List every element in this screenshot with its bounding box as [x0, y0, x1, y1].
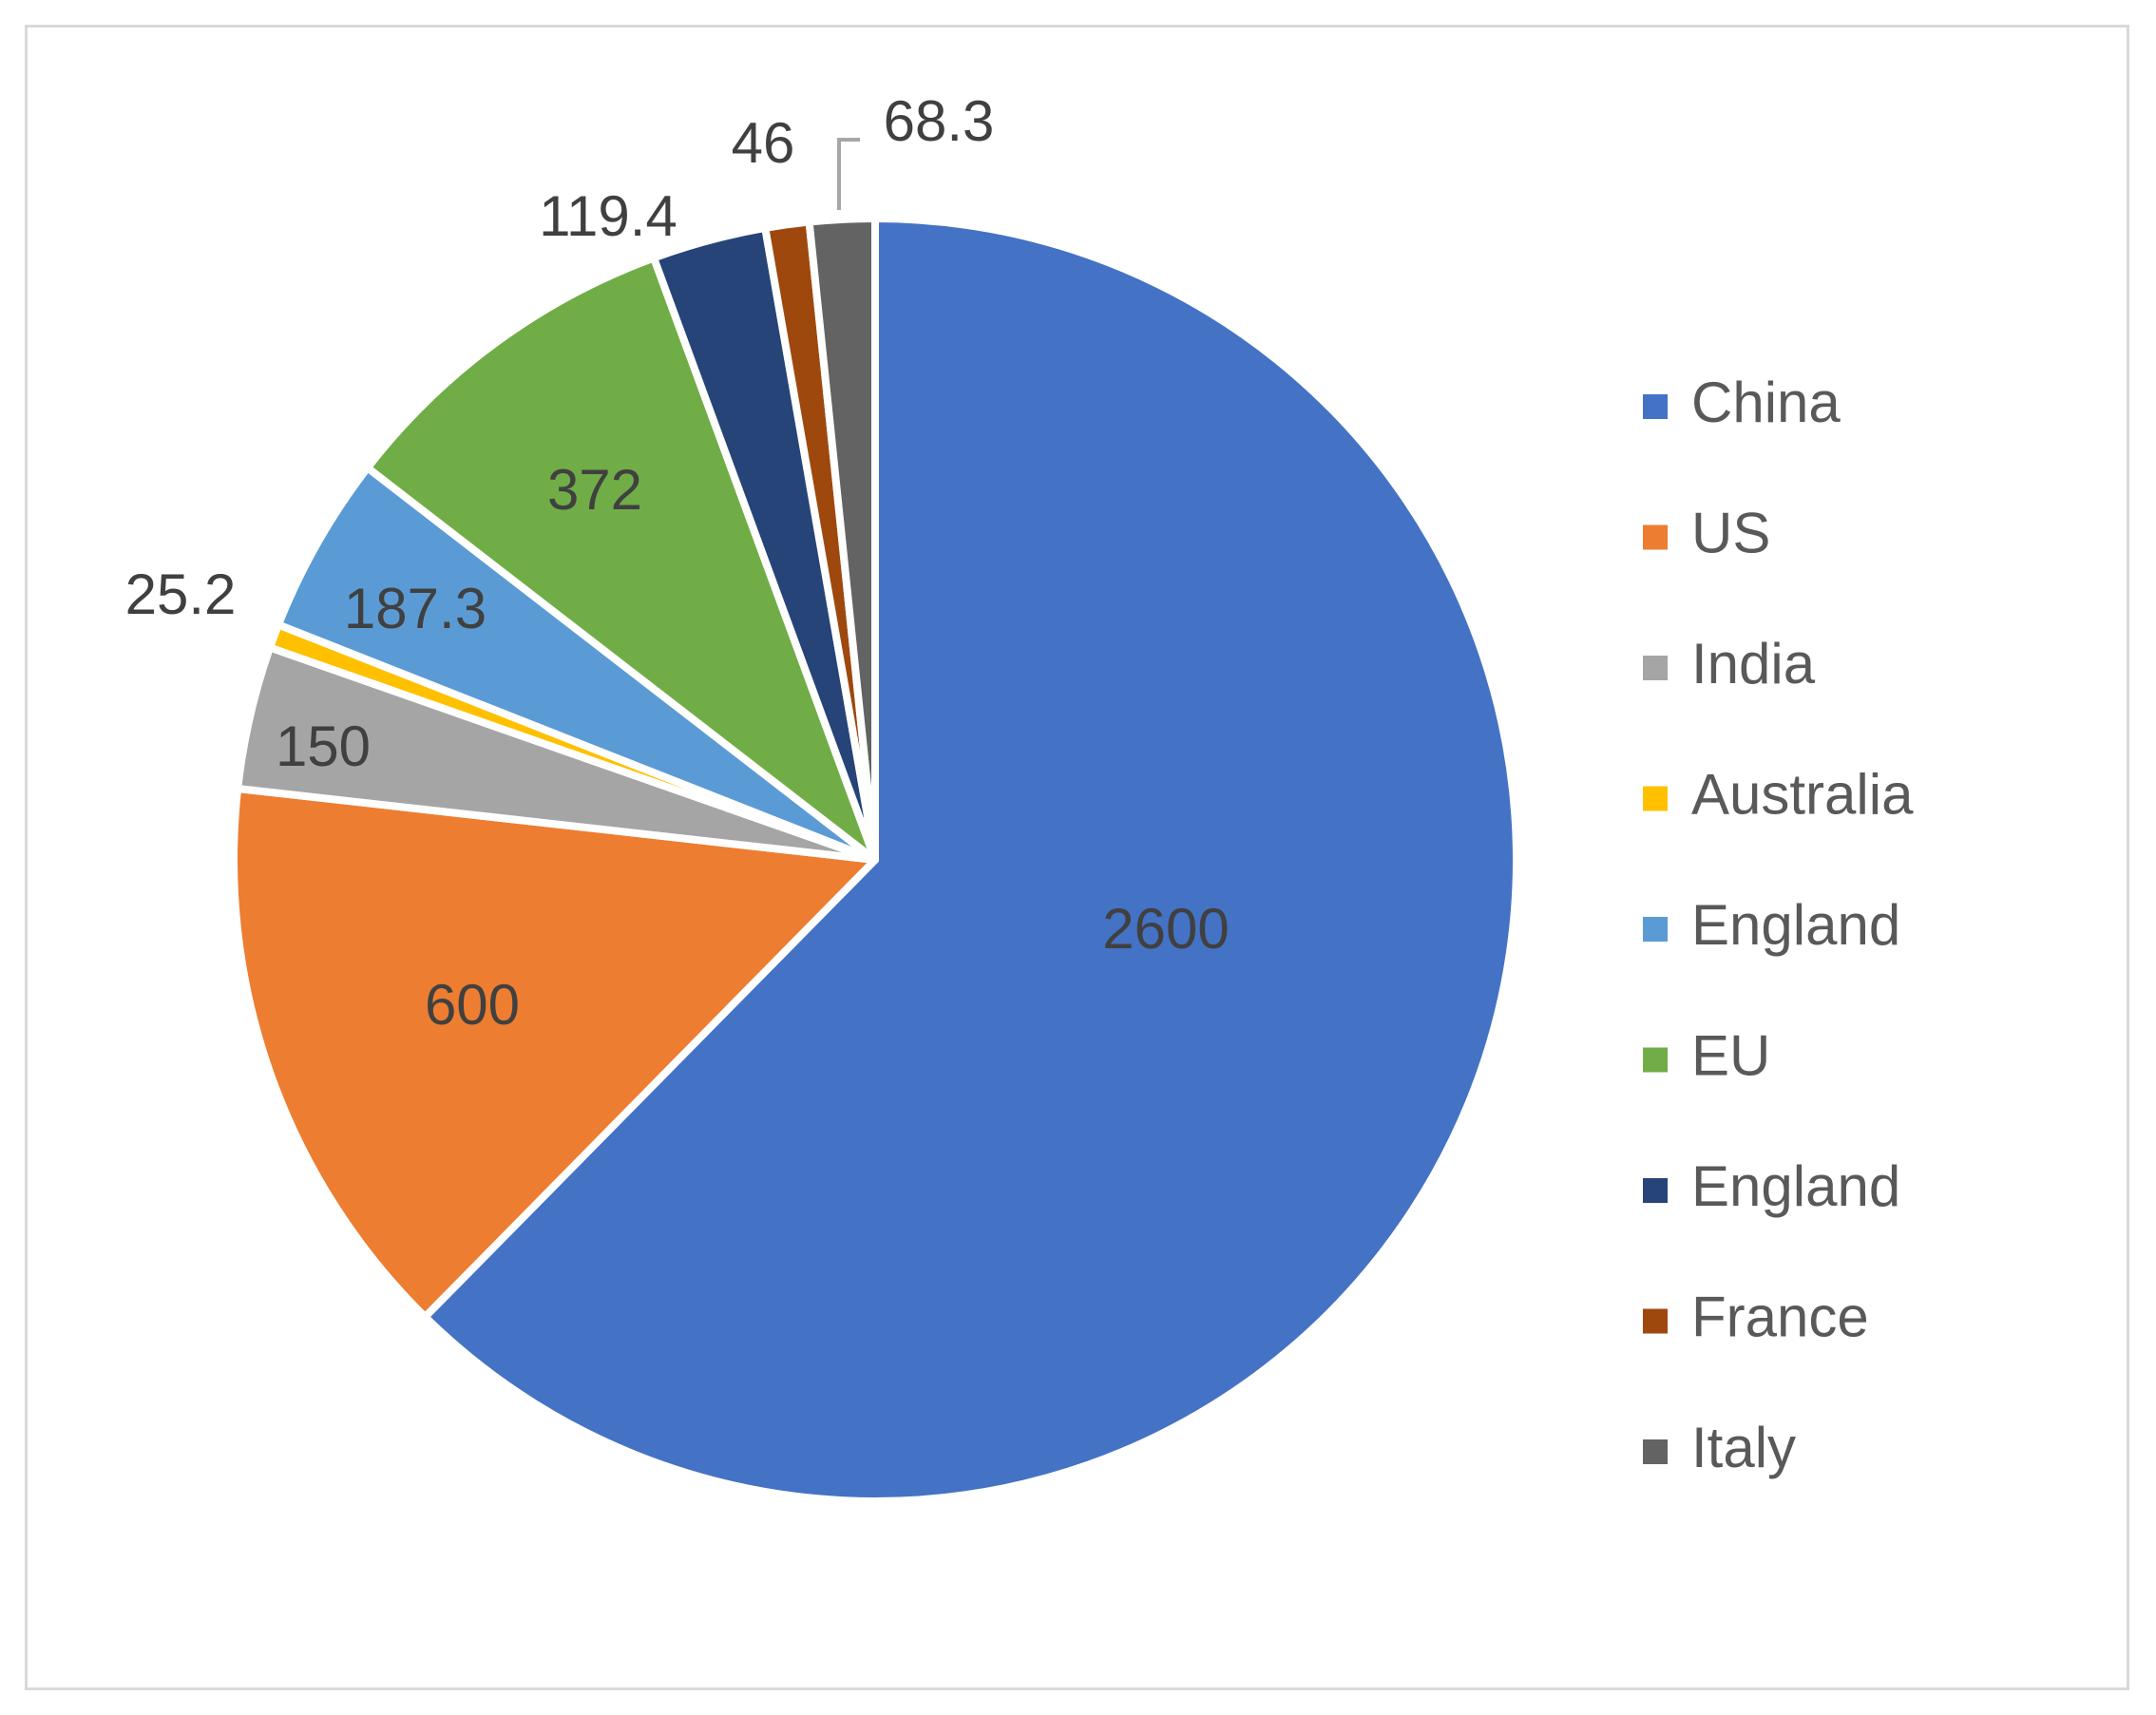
- data-label-france-7: 46: [732, 111, 795, 175]
- data-label-italy-8: 68.3: [884, 89, 995, 153]
- legend-label-eu-5: EU: [1691, 1023, 1770, 1087]
- legend-swatch-australia-3: [1643, 786, 1668, 811]
- legend-swatch-france-7: [1643, 1308, 1668, 1334]
- legend-label-australia-3: Australia: [1691, 762, 1914, 826]
- legend-swatch-england-4: [1643, 917, 1668, 942]
- pie-slice-us-1: [230, 785, 879, 1321]
- pie-slice-china-0: [421, 215, 1520, 1505]
- legend-swatch-us-1: [1643, 524, 1668, 550]
- legend-label-india-2: India: [1691, 632, 1816, 696]
- legend-swatch-italy-8: [1643, 1439, 1668, 1464]
- leader-line-italy: [837, 138, 860, 210]
- legend-swatch-india-2: [1643, 656, 1668, 680]
- legend-label-france-7: France: [1691, 1285, 1869, 1348]
- legend-label-china-0: China: [1691, 371, 1841, 434]
- data-label-england-4: 187.3: [344, 577, 487, 640]
- data-label-china-0: 2600: [1102, 897, 1229, 961]
- legend-swatch-eu-5: [1643, 1047, 1668, 1073]
- data-labels: 2600 600 150 25.2 187.3 372 119.4 46 68.3: [125, 89, 1230, 1037]
- legend: China US India Australia England EU England Fra…: [1643, 371, 1914, 1479]
- data-label-england-6: 119.4: [539, 184, 677, 248]
- data-label-india-2: 150: [276, 715, 371, 778]
- pie-slices: [230, 215, 1520, 1505]
- data-label-eu-5: 372: [547, 458, 642, 522]
- legend-swatch-england-6: [1643, 1178, 1668, 1203]
- legend-label-us-1: US: [1691, 501, 1770, 564]
- data-label-us-1: 600: [425, 973, 520, 1037]
- legend-label-england-4: England: [1691, 893, 1900, 957]
- legend-swatch-china-0: [1643, 394, 1668, 419]
- leader-lines: [837, 138, 860, 210]
- pie-slice-eu-5: [363, 254, 879, 864]
- legend-label-england-6: England: [1691, 1154, 1900, 1218]
- pie-slice-italy-8: [805, 215, 879, 864]
- data-label-australia-3: 25.2: [125, 562, 237, 626]
- legend-label-italy-8: Italy: [1691, 1416, 1796, 1479]
